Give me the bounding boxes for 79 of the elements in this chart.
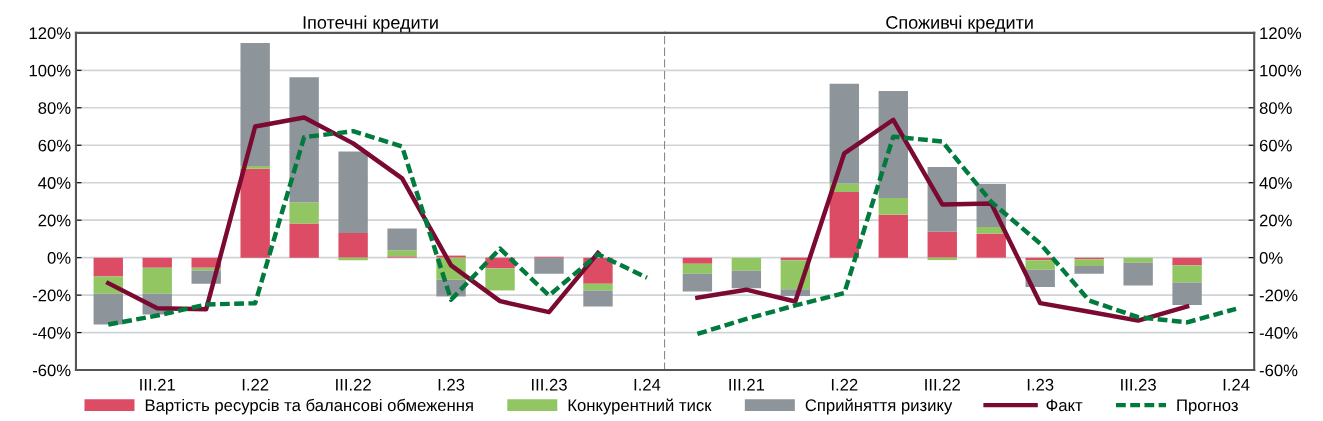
- y-tick-label: -40%: [32, 326, 71, 339]
- bar: [93, 293, 123, 325]
- bar: [534, 257, 564, 274]
- bar: [927, 231, 957, 258]
- bar: [1172, 282, 1202, 306]
- bar: [731, 270, 762, 289]
- y-tick-label: 80%: [38, 102, 71, 114]
- x-tick-label: I.22: [831, 378, 858, 391]
- bar: [682, 263, 713, 274]
- legend-label: Вартість ресурсів та балансові обмеження: [145, 398, 473, 415]
- bar: [387, 228, 417, 251]
- y-tick-label: 40%: [1259, 177, 1292, 189]
- bar: [1074, 259, 1104, 267]
- bar: [976, 233, 1006, 258]
- y-tick-label: 0%: [47, 252, 71, 264]
- x-tick-label: I.24: [634, 378, 661, 391]
- y-tick-label: 20%: [38, 214, 71, 227]
- bar: [682, 257, 713, 264]
- y-tick-label: -60%: [32, 364, 71, 377]
- x-tick-label: III.22: [336, 378, 371, 391]
- bar: [829, 192, 859, 258]
- bar: [485, 268, 515, 291]
- bar: [240, 168, 270, 258]
- legend-label: Факт: [1046, 399, 1083, 412]
- x-tick-label: III.21: [140, 378, 175, 391]
- x-tick-label: I.24: [1223, 378, 1250, 391]
- bar: [289, 223, 319, 258]
- x-tick-label: I.22: [242, 378, 269, 391]
- bar: [1123, 262, 1153, 286]
- bar: [289, 202, 319, 224]
- chart-title: Споживчі кредити: [886, 15, 1033, 33]
- y-tick-label: 0%: [1259, 252, 1283, 264]
- y-tick-label: 100%: [29, 64, 71, 77]
- bar: [731, 257, 762, 271]
- bar: [682, 273, 713, 292]
- y-tick-label: 120%: [1260, 27, 1302, 40]
- y-tick-label: 100%: [1260, 64, 1302, 77]
- x-tick-label: III.22: [925, 378, 960, 391]
- bar: [1172, 257, 1202, 266]
- bar: [583, 290, 613, 307]
- bar: [1025, 260, 1055, 270]
- bar: [878, 198, 908, 215]
- x-tick-label: I.23: [1027, 378, 1054, 391]
- bar: [1074, 266, 1104, 274]
- x-tick-label: III.23: [532, 378, 567, 391]
- y-tick-label: 80%: [1259, 102, 1292, 114]
- y-tick-label: -60%: [1259, 364, 1298, 377]
- chart-title: Іпотечні кредити: [303, 15, 438, 33]
- y-tick-label: 40%: [38, 177, 71, 189]
- y-tick-label: 60%: [38, 139, 71, 152]
- legend-label: Конкурентний тиск: [568, 398, 712, 415]
- line-series: [106, 115, 601, 315]
- x-tick-label: I.23: [438, 378, 465, 391]
- bar: [142, 267, 172, 294]
- legend-label: Прогноз: [1177, 399, 1238, 415]
- bar: [289, 77, 319, 203]
- bar: [240, 42, 270, 167]
- bar: [878, 214, 908, 258]
- line-series: [106, 128, 650, 327]
- bar: [1123, 257, 1153, 263]
- y-tick-label: -20%: [1259, 289, 1298, 302]
- bar: [338, 232, 368, 258]
- y-tick-label: 60%: [1259, 139, 1292, 152]
- bar: [93, 257, 123, 277]
- bar: [1172, 265, 1202, 283]
- x-tick-label: III.23: [1121, 378, 1156, 391]
- bar: [142, 257, 172, 268]
- bar: [387, 250, 417, 257]
- legend-label: Сприйняття ризику: [805, 398, 953, 415]
- line-series: [695, 117, 1190, 323]
- y-tick-label: 20%: [1259, 214, 1292, 227]
- y-tick-label: -20%: [32, 289, 71, 302]
- line-series: [695, 134, 1239, 337]
- bar: [338, 151, 368, 233]
- x-tick-label: III.21: [729, 378, 765, 391]
- bar: [829, 83, 859, 184]
- y-tick-label: 120%: [29, 27, 71, 40]
- bar: [583, 283, 613, 291]
- y-tick-label: -40%: [1259, 326, 1298, 339]
